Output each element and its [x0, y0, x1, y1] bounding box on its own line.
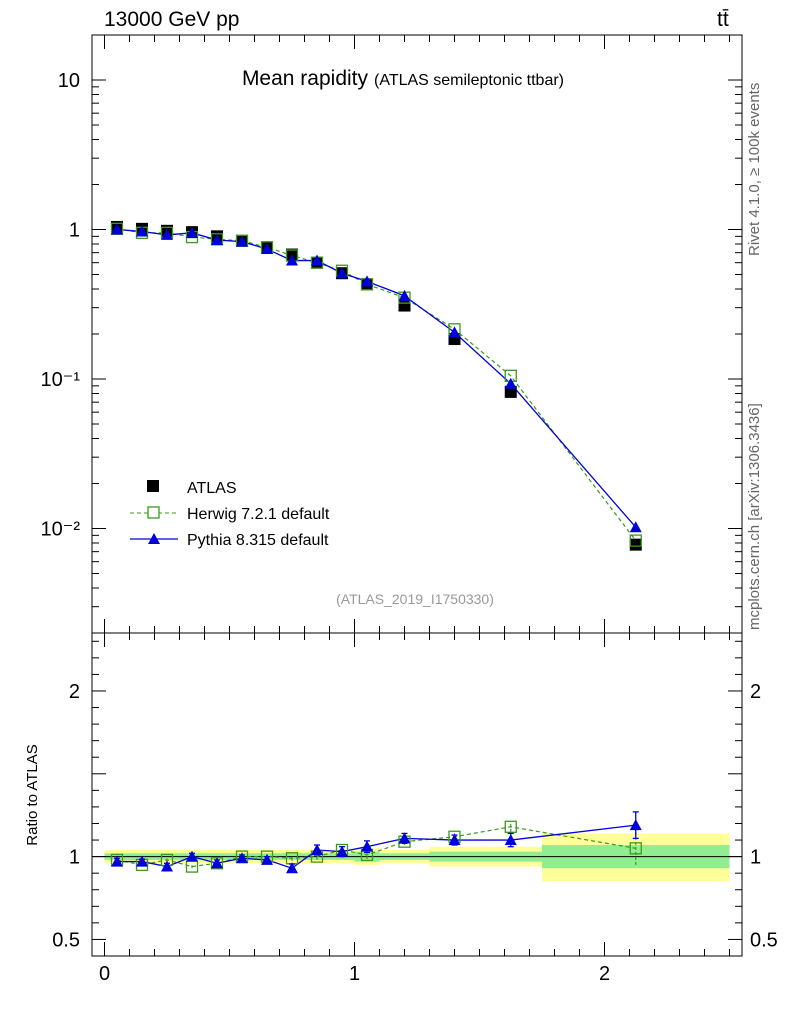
ratio-xtick-label: 1 — [349, 963, 360, 985]
pythia-point — [311, 254, 323, 266]
main-ytick-label: 1 — [69, 220, 80, 242]
ratio-herwig-point — [504, 820, 517, 833]
legend-atlas-marker — [147, 480, 159, 492]
legend-pythia-marker — [148, 533, 160, 544]
ratio-ytick-label-left: 2 — [69, 681, 80, 703]
legend-atlas-label: ATLAS — [187, 480, 237, 497]
ratio-pythia-point — [311, 843, 323, 855]
atlas-point — [504, 385, 517, 398]
atlas-point — [398, 299, 411, 312]
main-ytick-label: 10⁻¹ — [41, 369, 81, 391]
ratio-pythia-point — [336, 845, 348, 857]
chart-title: Mean rapidity — [242, 67, 369, 90]
legend-pythia-label: Pythia 8.315 default — [187, 532, 329, 549]
chart-subtitle: (ATLAS semileptonic ttbar) — [374, 72, 564, 89]
pythia-point — [504, 377, 517, 389]
ratio-pythia-point — [111, 855, 123, 867]
ratio-xtick-label: 0 — [99, 963, 110, 985]
pythia-point — [186, 226, 198, 238]
main-ytick-label: 10⁻² — [41, 519, 81, 541]
pythia-point — [448, 326, 461, 338]
ratio-panel: 0 1 2 2 2 1 1 0.5 0.5 — [52, 632, 778, 985]
ratio-pythia-point — [361, 840, 373, 852]
ratio-pythia-point — [186, 850, 198, 862]
ratio-ytick-label-right: 0.5 — [750, 929, 778, 951]
ratio-herwig-point — [629, 842, 642, 855]
ratio-pythia-point — [286, 862, 298, 874]
ratio-ylabel: Ratio to ATLAS — [24, 744, 41, 845]
pythia-point — [136, 225, 148, 237]
ratio-ytick-label-right: 2 — [750, 681, 761, 703]
pythia-point — [161, 228, 173, 240]
main-ytick-label: 10 — [58, 70, 80, 92]
ratio-pythia-point — [448, 834, 461, 846]
herwig-point — [629, 534, 642, 547]
pythia-point — [236, 235, 248, 247]
legend: ATLAS Herwig 7.2.1 default Pythia 8.315 … — [130, 480, 330, 549]
process-label: tt̄ — [717, 8, 729, 31]
ratio-frame — [91, 632, 743, 957]
ratio-ytick-label-left: 0.5 — [52, 929, 80, 951]
pythia-point — [211, 234, 223, 246]
main-panel: 10 1 10⁻¹ 10⁻² — [41, 34, 743, 634]
energy-label: 13000 GeV pp — [104, 8, 240, 31]
ratio-ytick-label-left: 1 — [69, 847, 80, 869]
ratio-pythia-point — [136, 855, 148, 867]
ratio-xtick-label: 2 — [599, 963, 610, 985]
legend-herwig-label: Herwig 7.2.1 default — [187, 506, 330, 523]
rivet-label: Rivet 4.1.0, ≥ 100k events — [746, 82, 763, 256]
pythia-point — [361, 275, 373, 287]
pythia-point — [261, 243, 273, 255]
atlas-point — [629, 538, 642, 551]
ratio-pythia-point — [161, 860, 173, 872]
pythia-point — [629, 521, 642, 533]
pythia-point — [286, 254, 298, 266]
legend-herwig-marker — [147, 506, 160, 519]
ratio-pythia-point — [261, 853, 273, 865]
pythia-point — [336, 267, 348, 279]
ratio-pythia-point — [236, 852, 248, 864]
ratio-pythia-point — [211, 857, 223, 869]
pythia-point — [111, 223, 123, 235]
ratio-ytick-label-right: 1 — [750, 847, 761, 869]
mcplots-label: mcplots.cern.ch [arXiv:1306.3436] — [746, 403, 763, 630]
ratio-pythia-point — [398, 832, 411, 844]
pythia-point — [398, 289, 411, 301]
analysis-tag: (ATLAS_2019_I1750330) — [336, 591, 494, 607]
ratio-pythia-point — [629, 819, 642, 831]
ratio-pythia-point — [504, 834, 517, 846]
